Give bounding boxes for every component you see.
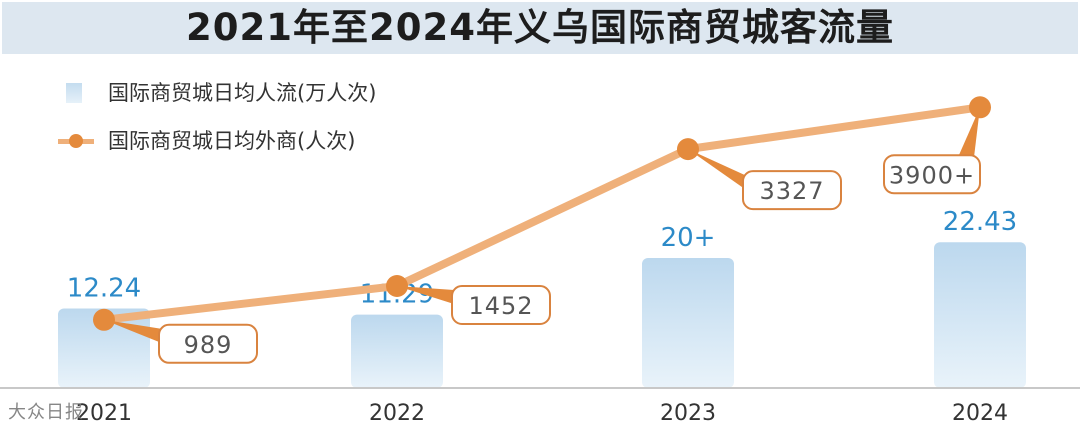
series-line <box>100 103 984 324</box>
callout-box <box>158 323 258 364</box>
callout-box <box>742 170 842 211</box>
x-tick-label: 2022 <box>369 401 425 426</box>
callout-pointer <box>104 319 161 343</box>
bar-value-label: 22.43 <box>943 207 1017 237</box>
bar-value-label: 12.24 <box>67 273 141 303</box>
x-tick-label: 2023 <box>660 401 716 426</box>
callout-value-label: 3327 <box>759 177 824 205</box>
bar-2022 <box>351 314 443 388</box>
legend: 国际商贸城日均人流(万人次) 国际商贸城日均外商(人次) <box>58 78 478 174</box>
legend-item-line: 国际商贸城日均外商(人次) <box>58 126 478 156</box>
bar-2024 <box>934 242 1026 388</box>
callout-value-label: 3900+ <box>889 161 975 189</box>
line-point-2021 <box>93 308 115 331</box>
callout-pointer <box>688 149 745 190</box>
x-tick-label: 2024 <box>952 401 1008 426</box>
legend-item-bar: 国际商贸城日均人流(万人次) <box>58 78 478 108</box>
line-point-2022 <box>386 275 408 298</box>
legend-point-swatch <box>69 134 83 148</box>
callout-pointer <box>958 107 980 158</box>
callout-pointer <box>397 286 454 305</box>
watermark: 大众日报 <box>8 402 84 423</box>
line-point-2023 <box>677 138 699 161</box>
callout-box <box>883 154 981 195</box>
line-point-2024 <box>969 96 991 119</box>
callout-box <box>451 285 551 326</box>
chart-title: 2021年至2024年义乌国际商贸城客流量 <box>186 6 894 49</box>
bar-2023 <box>642 258 734 388</box>
legend-line-label: 国际商贸城日均外商(人次) <box>108 129 356 153</box>
title-banner: 2021年至2024年义乌国际商贸城客流量 <box>2 2 1078 54</box>
callout-value-label: 989 <box>184 331 233 359</box>
legend-bar-swatch <box>66 83 82 103</box>
legend-bar-label: 国际商贸城日均人流(万人次) <box>108 81 377 105</box>
callout-value-label: 1452 <box>468 292 533 320</box>
x-tick-label: 2021 <box>76 401 132 426</box>
bar-value-label: 20+ <box>661 223 716 253</box>
